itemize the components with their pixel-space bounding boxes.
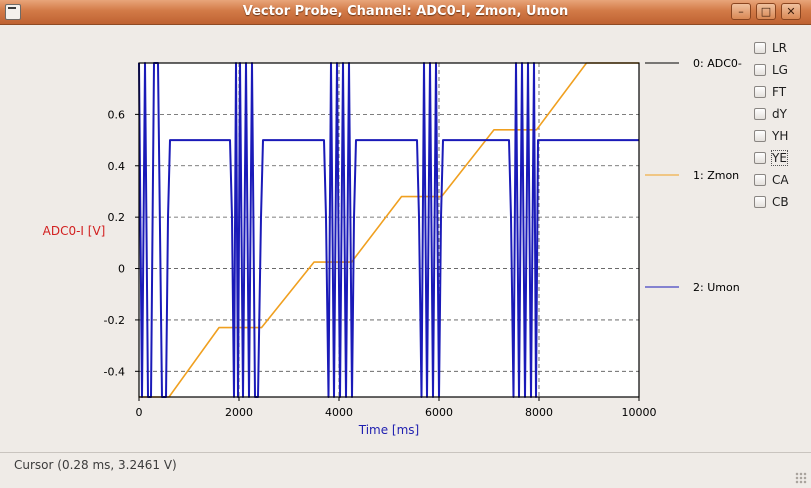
legend-label: 0: ADC0-	[693, 57, 742, 70]
checkbox-box[interactable]	[754, 42, 766, 54]
resize-grip-icon[interactable]	[795, 472, 807, 484]
x-tick-label: 8000	[525, 406, 553, 419]
x-tick-label: 10000	[622, 406, 657, 419]
vector-probe-chart[interactable]: 0 2000 4000 6000 8000 10000 -0.4 -0.2 0 0.2 0.4 0.6…	[0, 0, 811, 452]
y-tick-label: -0.2	[104, 314, 125, 327]
checkbox-box[interactable]	[754, 196, 766, 208]
checkbox-label: dY	[772, 107, 787, 121]
y-tick-label: 0.2	[108, 211, 126, 224]
y-tick-label: -0.4	[104, 365, 125, 378]
checkbox-label: YH	[772, 129, 789, 143]
legend-label: 2: Umon	[693, 281, 740, 294]
x-tick-label: 0	[136, 406, 143, 419]
checkbox-box[interactable]	[754, 152, 766, 164]
minimize-icon: –	[738, 5, 744, 18]
y-tick-label: 0.6	[108, 108, 126, 121]
checkbox-box[interactable]	[754, 174, 766, 186]
minimize-button[interactable]: –	[731, 3, 751, 20]
checkbox-label: CA	[772, 173, 789, 187]
maximize-icon: □	[760, 5, 772, 18]
plot-frame	[138, 62, 640, 398]
x-tick-label: 2000	[225, 406, 253, 419]
checkbox-label: FT	[772, 85, 787, 99]
axis-ticks: 0 2000 4000 6000 8000 10000 -0.4 -0.2 0 0.2 0.4 0.6	[104, 108, 657, 419]
checkbox-label: YE	[771, 150, 788, 166]
legend: 0: ADC0- 1: Zmon 2: Umon	[645, 57, 742, 294]
checkbox-box[interactable]	[754, 108, 766, 120]
plot-area[interactable]	[139, 63, 639, 397]
x-tick-label: 4000	[325, 406, 353, 419]
status-bar: Cursor (0.28 ms, 3.2461 V)	[0, 452, 811, 488]
checkbox-label: LG	[772, 63, 788, 77]
close-button[interactable]: ✕	[781, 3, 801, 20]
y-tick-label: 0	[118, 263, 125, 276]
x-tick-label: 6000	[425, 406, 453, 419]
checkbox-box[interactable]	[754, 130, 766, 142]
y-tick-label: 0.4	[108, 160, 126, 173]
window-title: Vector Probe, Channel: ADC0-I, Zmon, Umo…	[242, 4, 569, 19]
checkbox-label: CB	[772, 195, 789, 209]
title-bar[interactable]: Vector Probe, Channel: ADC0-I, Zmon, Umo…	[0, 0, 811, 25]
checkbox-label: LR	[772, 41, 788, 55]
grid-lines	[139, 63, 639, 397]
checkbox-box[interactable]	[754, 86, 766, 98]
maximize-button[interactable]: □	[756, 3, 776, 20]
legend-label: 1: Zmon	[693, 169, 739, 182]
checkbox-box[interactable]	[754, 64, 766, 76]
cursor-readout: Cursor (0.28 ms, 3.2461 V)	[14, 458, 177, 472]
close-icon: ✕	[786, 5, 796, 18]
y-axis-label: ADC0-I [V]	[43, 224, 106, 238]
x-axis-label: Time [ms]	[358, 423, 420, 437]
app-icon[interactable]	[5, 4, 21, 20]
